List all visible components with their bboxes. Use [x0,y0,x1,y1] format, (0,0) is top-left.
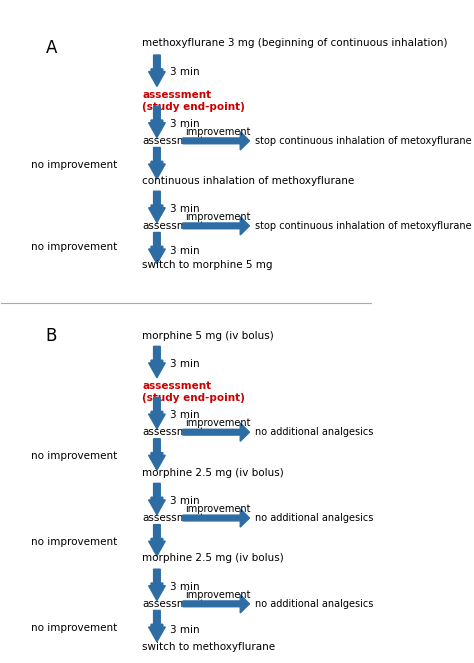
Text: switch to methoxyflurane: switch to methoxyflurane [142,642,275,652]
Text: no additional analgesics: no additional analgesics [255,599,374,609]
FancyArrow shape [148,191,165,223]
Text: morphine 2.5 mg (iv bolus): morphine 2.5 mg (iv bolus) [142,554,284,564]
Text: 3 min: 3 min [170,625,200,635]
Text: assessment: assessment [142,427,204,437]
Text: 3 min: 3 min [170,245,200,256]
Text: assessment: assessment [142,599,204,609]
FancyArrow shape [183,595,249,613]
Text: switch to morphine 5 mg: switch to morphine 5 mg [142,261,273,271]
FancyArrow shape [183,132,249,150]
Text: no additional analgesics: no additional analgesics [255,513,374,523]
Text: no improvement: no improvement [31,451,117,461]
Text: 3 min: 3 min [170,204,200,213]
Text: morphine 5 mg (iv bolus): morphine 5 mg (iv bolus) [142,331,274,341]
FancyArrow shape [148,611,165,642]
FancyArrow shape [148,483,165,514]
Text: stop continuous inhalation of metoxyflurane: stop continuous inhalation of metoxyflur… [255,136,472,146]
Text: continuous inhalation of methoxyflurane: continuous inhalation of methoxyflurane [142,176,355,186]
Text: 3 min: 3 min [170,581,200,591]
Text: A: A [46,38,57,56]
Text: no improvement: no improvement [31,623,117,633]
Text: stop continuous inhalation of metoxyflurane: stop continuous inhalation of metoxyflur… [255,221,472,231]
FancyArrow shape [183,217,249,235]
Text: no additional analgesics: no additional analgesics [255,427,374,437]
FancyArrow shape [148,147,165,179]
FancyArrow shape [148,439,165,470]
Text: 3 min: 3 min [170,410,200,420]
Text: 3 min: 3 min [170,68,200,78]
FancyArrow shape [148,233,165,264]
Text: 3 min: 3 min [170,496,200,506]
Text: improvement: improvement [185,418,250,428]
FancyArrow shape [183,509,249,527]
Text: assessment
(study end-point): assessment (study end-point) [142,90,245,112]
Text: 3 min: 3 min [170,359,200,369]
FancyArrow shape [148,524,165,556]
FancyArrow shape [148,106,165,137]
Text: no improvement: no improvement [31,537,117,547]
Text: assessment
(study end-point): assessment (study end-point) [142,381,245,403]
Text: methoxyflurane 3 mg (beginning of continuous inhalation): methoxyflurane 3 mg (beginning of contin… [142,38,447,48]
Text: morphine 2.5 mg (iv bolus): morphine 2.5 mg (iv bolus) [142,467,284,477]
Text: improvement: improvement [185,211,250,222]
FancyArrow shape [148,398,165,429]
Text: improvement: improvement [185,504,250,514]
FancyArrow shape [148,569,165,601]
Text: improvement: improvement [185,590,250,600]
Text: improvement: improvement [185,127,250,137]
FancyArrow shape [148,346,165,378]
Text: assessment: assessment [142,136,204,146]
Text: 3 min: 3 min [170,119,200,129]
Text: no improvement: no improvement [31,160,117,170]
FancyArrow shape [148,55,165,86]
Text: assessment: assessment [142,221,204,231]
Text: B: B [46,328,57,345]
Text: assessment: assessment [142,513,204,523]
Text: no improvement: no improvement [31,242,117,253]
FancyArrow shape [183,423,249,442]
